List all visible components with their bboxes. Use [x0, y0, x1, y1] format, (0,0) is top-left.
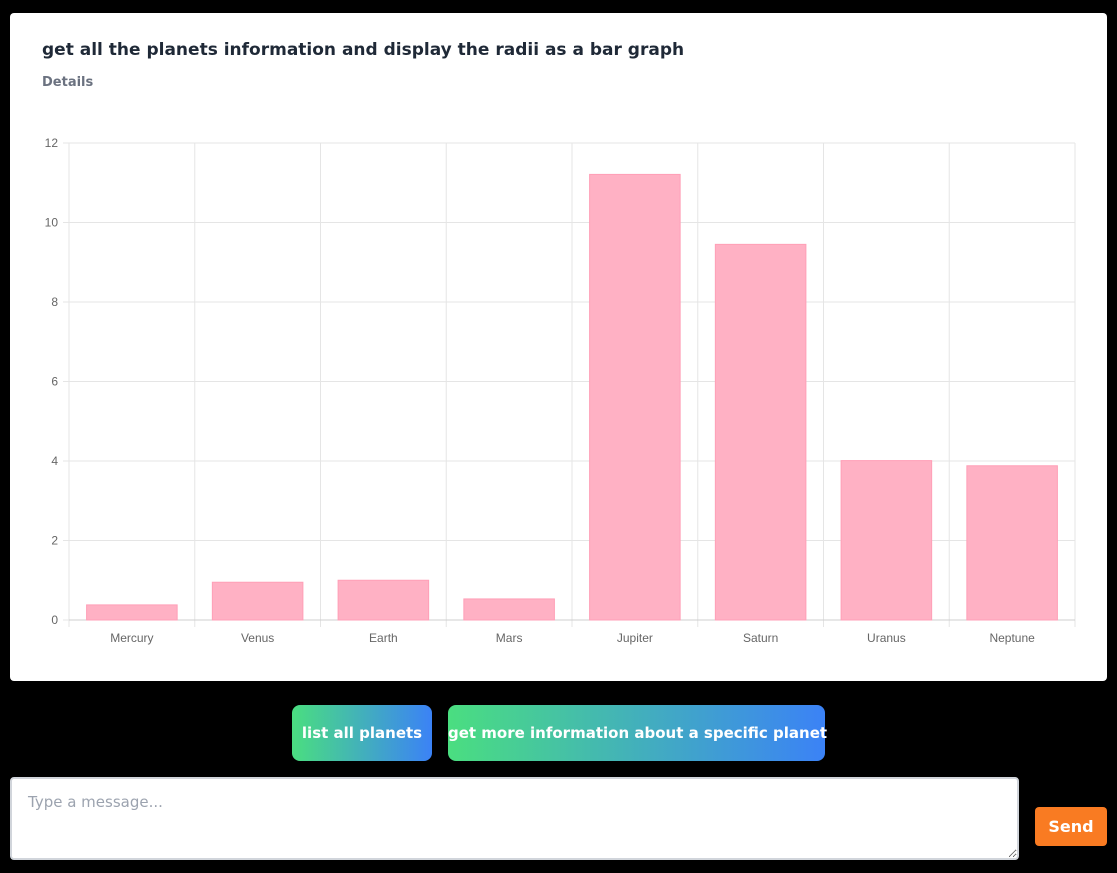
- x-tick-label: Jupiter: [617, 631, 653, 645]
- y-tick-label: 12: [45, 136, 59, 150]
- suggestion-planet-info-button[interactable]: get more information about a specific pl…: [448, 705, 827, 761]
- bar-earth: [337, 579, 430, 621]
- x-tick-label: Earth: [369, 631, 398, 645]
- y-tick-label: 8: [51, 295, 58, 309]
- bar-chart: 0 2 4 6 8 10 12 Mercury Venus Earth Mars Jupiter Sat…: [45, 136, 1076, 645]
- bar-uranus: [840, 460, 933, 621]
- bar-jupiter: [589, 173, 681, 621]
- card-title: get all the planets information and disp…: [42, 40, 685, 60]
- suggestion-bar: list all planets get more information ab…: [0, 705, 1117, 761]
- bar-saturn: [714, 243, 807, 621]
- x-tick-label: Neptune: [989, 631, 1035, 645]
- bar-venus: [211, 581, 304, 621]
- x-tick-label: Mercury: [110, 631, 153, 645]
- suggestion-list-all-planets-button[interactable]: list all planets: [292, 705, 432, 761]
- y-tick-label: 0: [51, 613, 58, 627]
- x-tick-label: Saturn: [743, 631, 778, 645]
- send-button[interactable]: Send: [1035, 807, 1107, 846]
- x-tick-label: Mars: [496, 631, 523, 645]
- chat-response-card: get all the planets information and disp…: [10, 13, 1107, 681]
- y-tick-label: 6: [51, 375, 58, 389]
- bar-mercury: [86, 604, 178, 621]
- x-tick-label: Venus: [241, 631, 274, 645]
- bar-neptune: [966, 465, 1058, 621]
- details-label: Details: [42, 75, 94, 90]
- message-input[interactable]: [10, 777, 1019, 860]
- y-tick-label: 10: [45, 216, 59, 230]
- x-tick-label: Uranus: [867, 631, 906, 645]
- bar-mars: [463, 598, 555, 621]
- y-tick-label: 4: [51, 454, 58, 468]
- y-tick-label: 2: [51, 534, 58, 548]
